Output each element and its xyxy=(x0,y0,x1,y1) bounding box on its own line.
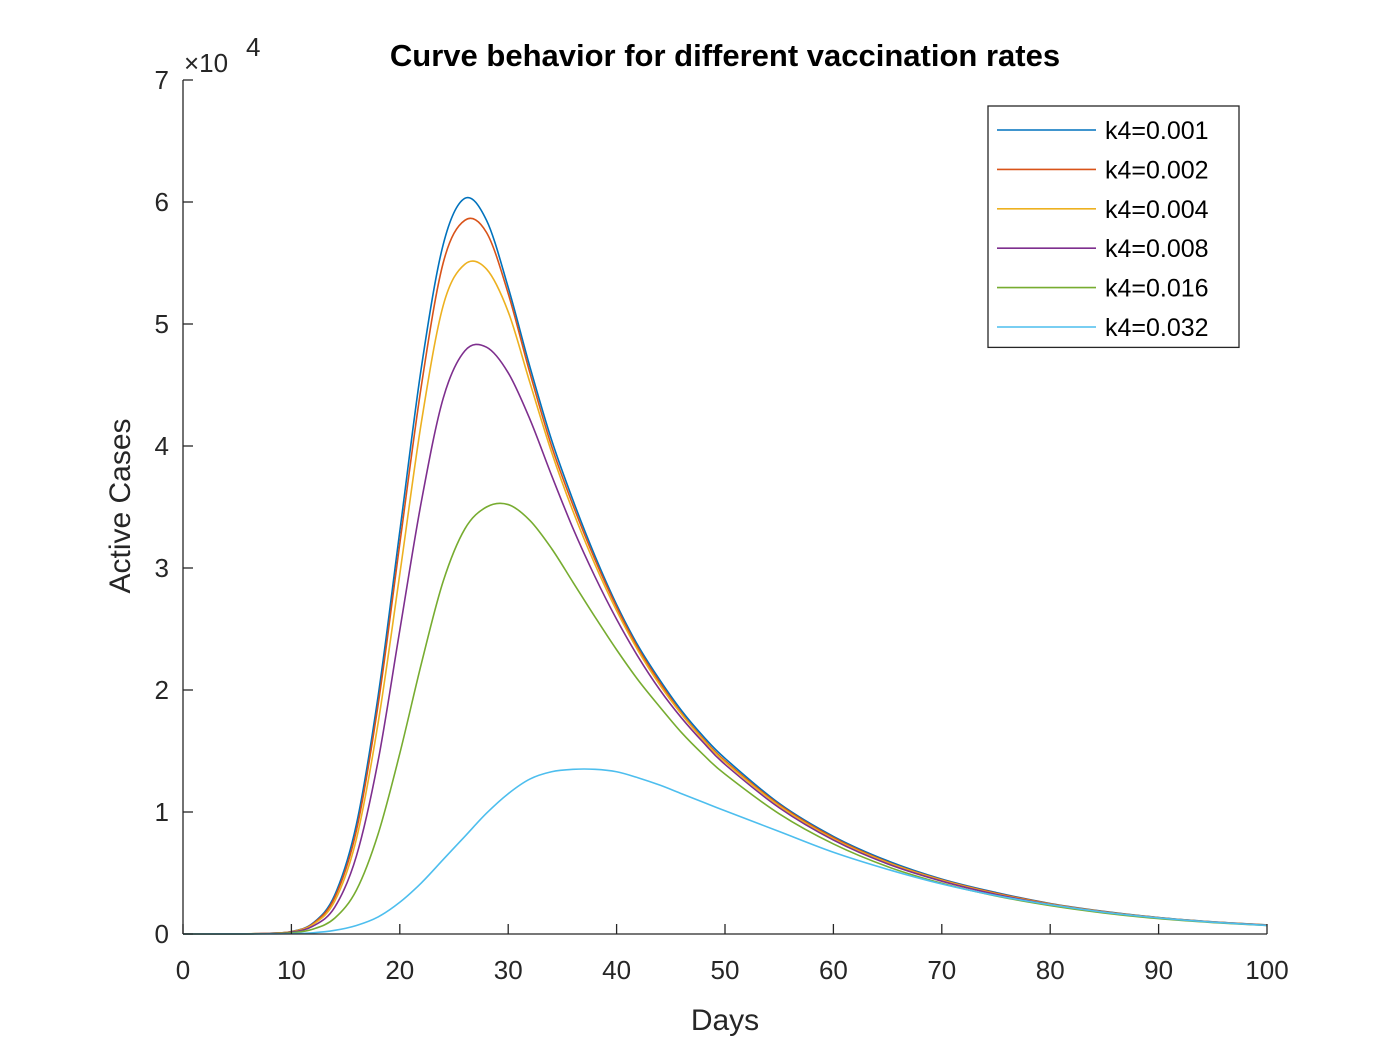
x-tick-label: 50 xyxy=(711,955,740,985)
legend-entry-1: k4=0.001 xyxy=(1105,117,1209,145)
series-line-4 xyxy=(182,343,1268,935)
x-tick-label: 60 xyxy=(819,955,848,985)
legend-entry-2: k4=0.002 xyxy=(1105,156,1209,184)
y-tick-label: 1 xyxy=(155,797,169,827)
legend-box xyxy=(987,105,1240,349)
legend-entry-3: k4=0.004 xyxy=(1105,196,1209,224)
y-tick-label: 3 xyxy=(155,553,169,583)
y-exponent-label: ×10 4 xyxy=(184,32,260,78)
legend: k4=0.001 k4=0.002 k4=0.004 k4=0.008 k4=0.016… xyxy=(987,105,1240,349)
y-axis-label: Active Cases xyxy=(104,418,137,593)
y-tick-label: 7 xyxy=(155,65,169,95)
x-tick-label: 40 xyxy=(602,955,631,985)
legend-entry-5: k4=0.016 xyxy=(1105,275,1209,303)
plot-area xyxy=(182,196,1268,935)
y-tick-label: 0 xyxy=(155,919,169,949)
chart-title: Curve behavior for different vaccination… xyxy=(390,38,1060,73)
x-tick-label: 20 xyxy=(385,955,414,985)
x-tick-label: 70 xyxy=(927,955,956,985)
y-tick-label: 6 xyxy=(155,187,169,217)
series-line-3 xyxy=(182,260,1268,935)
x-tick-label: 100 xyxy=(1245,955,1288,985)
y-exponent-base: ×10 xyxy=(184,48,228,78)
x-tick-label: 30 xyxy=(494,955,523,985)
x-tick-label: 90 xyxy=(1144,955,1173,985)
x-axis-label: Days xyxy=(691,1004,759,1037)
y-tick-label: 5 xyxy=(155,309,169,339)
x-tick-label: 10 xyxy=(277,955,306,985)
x-tick-label: 0 xyxy=(176,955,190,985)
series-line-6 xyxy=(182,768,1268,935)
legend-entry-4: k4=0.008 xyxy=(1105,235,1209,263)
x-tick-label: 80 xyxy=(1036,955,1065,985)
y-tick-label: 2 xyxy=(155,675,169,705)
axes: 0 10 20 30 40 50 60 70 80 90 100 0 1 2 3 4 5 6 7 xyxy=(155,65,1289,985)
y-tick-label: 4 xyxy=(155,431,169,461)
legend-entry-6: k4=0.032 xyxy=(1105,314,1209,342)
y-exponent-power: 4 xyxy=(246,32,260,62)
